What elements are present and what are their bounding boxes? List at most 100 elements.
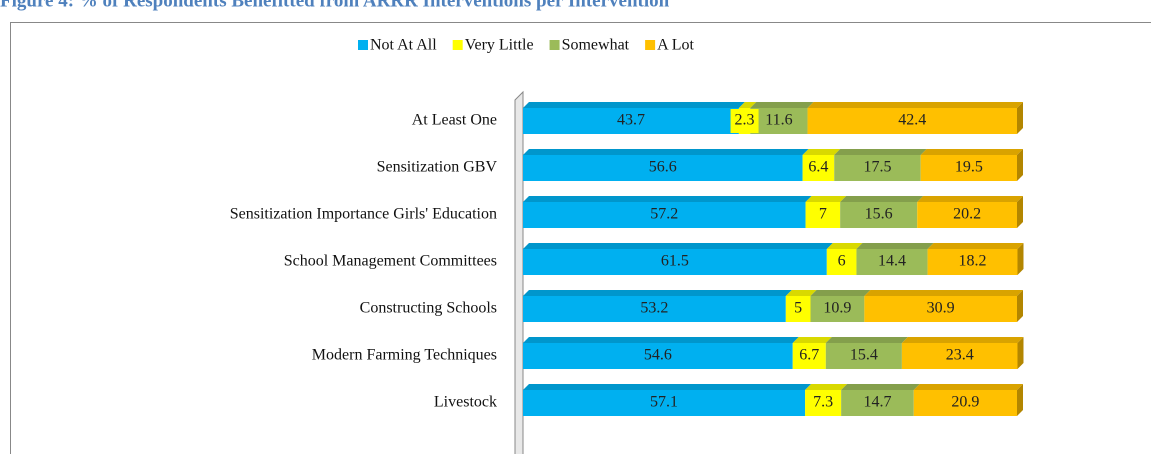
data-label: 14.7 (863, 394, 891, 411)
bar-segment (523, 337, 799, 369)
bar (810, 296, 865, 322)
bar-end (1017, 196, 1023, 228)
bar-end (1017, 384, 1023, 416)
bar-top (523, 196, 812, 202)
data-label: 10.9 (823, 300, 851, 317)
data-label-box (814, 203, 831, 227)
chart-frame (10, 22, 1151, 454)
bar (840, 202, 918, 228)
bar-segment (864, 290, 1023, 322)
bar-top (834, 149, 927, 155)
bar-top (841, 384, 920, 390)
bar-top (826, 243, 863, 249)
bar-segment (523, 196, 812, 228)
bar-top (807, 102, 1023, 108)
bar-top (810, 290, 871, 296)
bar-segment (840, 196, 924, 228)
bar-end (1017, 290, 1023, 322)
data-label: 11.6 (765, 112, 792, 129)
bar-segment (901, 337, 1024, 369)
data-label: 15.6 (865, 206, 893, 223)
data-label: 17.5 (863, 159, 891, 176)
bar (807, 108, 1017, 134)
bar (523, 390, 806, 416)
bar (917, 202, 1017, 228)
category-label: Livestock (434, 394, 497, 411)
bar-top (785, 290, 817, 296)
data-label: 20.2 (953, 206, 981, 223)
data-label-box (809, 391, 838, 415)
back-wall (514, 90, 524, 454)
data-label: 6.7 (799, 347, 819, 364)
bar (841, 390, 914, 416)
bar (523, 249, 827, 275)
data-label: 43.7 (617, 112, 645, 129)
data-label-box (833, 250, 850, 274)
data-label: 15.4 (850, 347, 878, 364)
bar-top (750, 102, 814, 108)
legend-label: Somewhat (562, 37, 630, 54)
bar-segment (810, 290, 871, 322)
bar-top (805, 196, 847, 202)
legend-label: Not At All (370, 37, 437, 54)
data-label: 6.4 (808, 159, 828, 176)
bar-top (792, 337, 832, 343)
bar-top (927, 243, 1024, 249)
bar (864, 296, 1017, 322)
data-label: 6 (838, 253, 846, 270)
bar-end (1017, 243, 1024, 275)
bar (523, 343, 793, 369)
bar-segment (523, 102, 745, 134)
bar-top (840, 196, 924, 202)
category-label: Constructing Schools (360, 300, 497, 317)
category-label: School Management Committees (284, 253, 497, 270)
chart-title: Figure 4: % of Respondents Benefitted fr… (0, 0, 670, 11)
bar-segment (750, 102, 814, 134)
bar-segment (523, 384, 812, 416)
bar-top (825, 337, 908, 343)
bar-top (738, 102, 757, 108)
data-label: 20.9 (951, 394, 979, 411)
bar (523, 296, 786, 322)
data-label: 7.3 (813, 394, 833, 411)
bar-segment (523, 149, 809, 181)
data-label: 7 (819, 206, 827, 223)
bar-top (523, 337, 799, 343)
bar-end (1017, 149, 1023, 181)
bar-segment (917, 196, 1023, 228)
data-label: 30.9 (927, 300, 955, 317)
bar-top (864, 290, 1023, 296)
data-label-box (804, 156, 833, 180)
data-label-box (795, 344, 824, 368)
data-label: 5 (794, 300, 802, 317)
legend-label: Very Little (465, 37, 534, 54)
bar (750, 108, 808, 134)
bar-segment (807, 102, 1023, 134)
bar (825, 343, 902, 369)
bar-segment (523, 243, 833, 275)
category-label: Sensitization GBV (377, 159, 498, 176)
data-label: 42.4 (898, 112, 926, 129)
bar (523, 155, 803, 181)
data-label: 56.6 (649, 159, 677, 176)
bar (927, 249, 1018, 275)
bar-top (920, 149, 1023, 155)
bar-top (802, 149, 841, 155)
bar-end (1017, 102, 1023, 134)
data-label-box (790, 297, 807, 321)
data-label-box (730, 109, 759, 133)
data-label: 54.6 (644, 347, 672, 364)
bar (920, 155, 1017, 181)
data-label: 57.2 (650, 206, 678, 223)
legend-swatch (645, 40, 656, 50)
bar-top (901, 337, 1024, 343)
bar-top (523, 243, 833, 249)
bar-segment (834, 149, 927, 181)
category-label: At Least One (412, 112, 497, 129)
bar-top (913, 384, 1023, 390)
bar (523, 202, 806, 228)
bar (523, 108, 739, 134)
bar-segment (856, 243, 934, 275)
bar-segment (920, 149, 1023, 181)
